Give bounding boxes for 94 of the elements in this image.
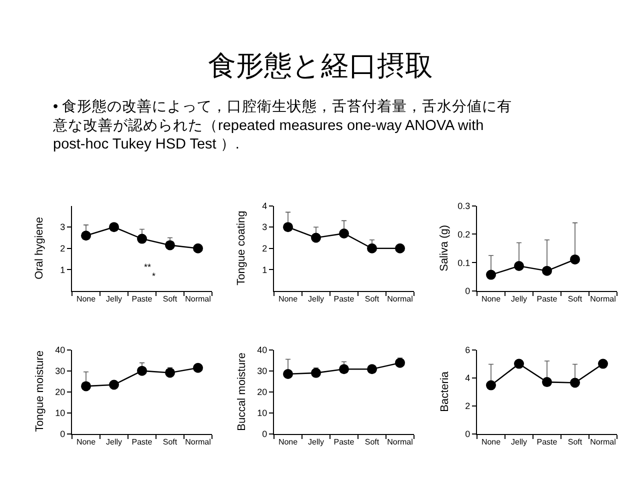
point [165, 368, 175, 378]
y-tick-label: 4 [465, 373, 470, 383]
y-tick-label: 0.2 [458, 229, 470, 240]
point [542, 377, 552, 388]
x-tick-label: Normal [185, 438, 212, 447]
point [81, 230, 91, 241]
point [367, 364, 377, 374]
x-tick-label: Soft [364, 294, 380, 304]
point [137, 234, 147, 244]
y-axis-title: Saliva (g) [438, 224, 451, 272]
y-axis-title: Oral hygiene [34, 217, 46, 280]
x-tick-label: None [278, 294, 298, 304]
point [570, 254, 580, 264]
point [193, 243, 203, 254]
y-axis-title: Tongue coating [236, 210, 248, 286]
x-tick-label: Soft [162, 438, 178, 447]
x-tick-label: Normal [387, 438, 414, 447]
point [570, 378, 580, 388]
x-tick-label: Normal [185, 294, 212, 304]
y-tick-label: 0 [60, 429, 66, 440]
x-tick-label: Paste [334, 438, 355, 447]
point [367, 243, 377, 254]
y-tick-label: 2 [465, 401, 470, 412]
y-tick-label: 10 [257, 408, 268, 418]
x-tick-label: Normal [387, 294, 414, 304]
x-tick-label: Paste [536, 438, 558, 447]
x-tick-label: Jelly [106, 438, 122, 447]
y-tick-label: 3 [60, 222, 66, 232]
y-tick-label: 0 [262, 429, 268, 440]
y-tick-label: 2 [60, 244, 66, 254]
x-tick-label: Soft [364, 438, 380, 447]
point [109, 380, 119, 390]
x-tick-label: Jelly [308, 294, 324, 304]
x-tick-label: Normal [590, 438, 616, 447]
y-tick-label: 3 [262, 222, 268, 232]
y-tick-label: 20 [55, 387, 66, 398]
point [395, 243, 405, 254]
y-tick-label: 30 [257, 366, 268, 376]
y-tick-label: 0 [465, 286, 470, 296]
x-tick-label: Jelly [106, 294, 122, 304]
text: 食形態と経口摂取 [208, 50, 433, 81]
point [283, 368, 293, 379]
point [514, 261, 524, 272]
point [193, 362, 203, 373]
y-tick-label: 1 [60, 264, 66, 275]
text: • 食形態の改善によって，口腔衛生状態，舌苔付着量，舌水分値に有意な改善が認められた（repeated measures one-way ANOVA with post-hoc Tukey HSD Test ）. [52, 98, 512, 153]
x-tick-label: Normal [590, 294, 616, 304]
y-tick-label: 40 [257, 344, 268, 355]
y-tick-label: 0.3 [458, 200, 470, 211]
y-axis-title: Tongue moisture [34, 350, 46, 432]
point [109, 222, 119, 232]
y-tick-label: 10 [55, 408, 66, 418]
x-tick-label: Jelly [308, 438, 324, 447]
x-tick-label: Soft [568, 294, 583, 304]
x-tick-label: Jelly [510, 438, 528, 447]
x-tick-label: None [278, 438, 298, 447]
point [283, 222, 293, 232]
x-tick-label: None [76, 438, 96, 447]
y-axis-title: Bacteria [439, 370, 452, 412]
x-tick-label: Paste [536, 294, 558, 304]
point [137, 366, 147, 376]
x-tick-label: None [481, 438, 502, 447]
y-tick-label: 0 [465, 429, 470, 440]
annotation: ** [144, 262, 152, 272]
x-tick-label: Jelly [510, 294, 528, 304]
x-tick-label: Soft [162, 294, 178, 304]
y-tick-label: 20 [257, 387, 268, 398]
point [514, 358, 524, 369]
point [339, 364, 349, 374]
x-tick-label: None [481, 294, 502, 304]
y-tick-label: 6 [465, 344, 470, 355]
y-tick-label: 1 [262, 264, 268, 275]
y-tick-label: 40 [55, 344, 66, 355]
point [542, 266, 552, 276]
point [81, 381, 91, 392]
x-tick-label: Paste [334, 294, 355, 304]
y-axis-title: Buccal moisture [236, 352, 248, 431]
y-tick-label: 0.1 [458, 258, 470, 268]
point [395, 358, 405, 368]
point [486, 380, 496, 390]
point [311, 232, 321, 243]
point [339, 228, 349, 238]
y-tick-label: 2 [262, 244, 268, 254]
y-tick-label: 4 [262, 200, 268, 211]
x-tick-label: None [76, 294, 96, 304]
point [598, 358, 608, 369]
point [486, 270, 496, 280]
point [311, 368, 321, 378]
x-tick-label: Paste [132, 438, 153, 447]
point [165, 240, 175, 250]
x-tick-label: Soft [568, 438, 583, 447]
y-tick-label: 30 [55, 366, 66, 376]
annotation: * [152, 271, 156, 281]
x-tick-label: Paste [132, 294, 153, 304]
